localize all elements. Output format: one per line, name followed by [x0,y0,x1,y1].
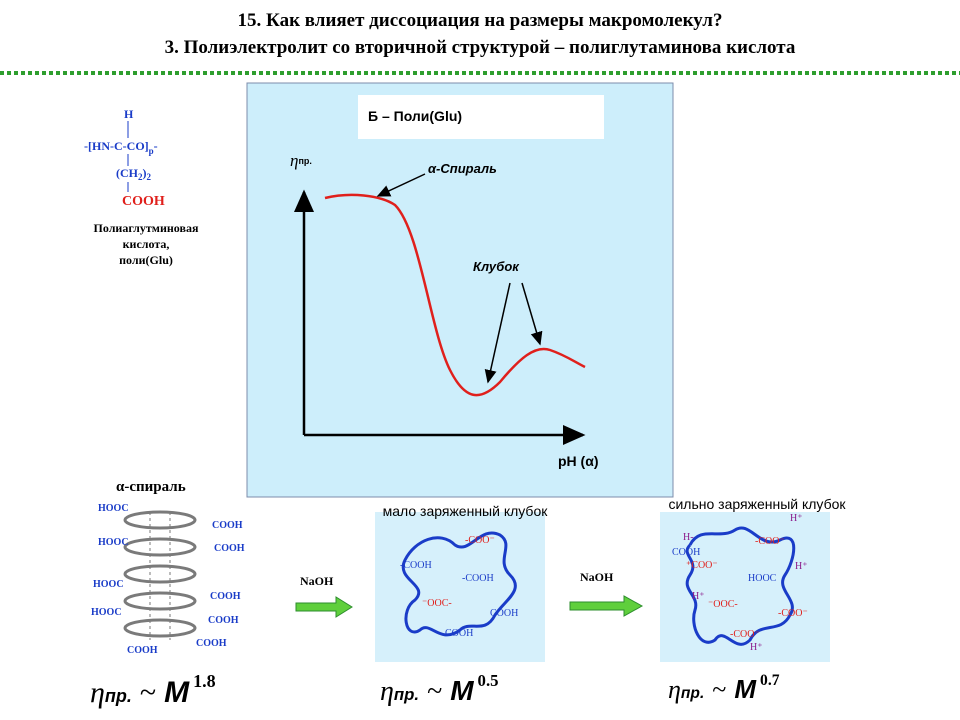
coil-title: сильно заряженный клубок [668,496,846,512]
helix-label: COOH [212,520,243,531]
reagent: NaOH [580,570,614,584]
pointer [484,282,511,384]
structure-acid: COOH [122,194,165,209]
scaling-formula: ηпр. ~ M 0.5 [380,671,499,707]
graph-label: Б – Поли(Glu) [368,108,462,124]
helix-label: HOOC [93,579,124,590]
coil-label: H⁺ [790,513,803,524]
structure-h: H [124,107,134,121]
coil-label: -COO⁻ [730,629,760,640]
structure: H -[HN-C-CO]p- (CH2)2 COOH [84,107,165,209]
t: 1.8 [193,671,216,691]
helix-note: α-Спираль [428,161,497,176]
coil-label: -COO⁻ [465,535,495,546]
coil-label: ⁺COO⁻ [686,560,718,571]
t: η [290,151,298,170]
graph-label-box [358,95,604,139]
t: пр. [298,156,311,166]
caption: поли(Glu) [119,253,173,267]
t: p [149,146,154,156]
pointer [376,173,426,197]
t: - [154,139,158,153]
helix-label: COOH [127,645,158,656]
scaling-formula: ηпр. ~ M 0.7 [668,672,780,704]
coil-label: -COOH [462,573,494,584]
coil-label: COOH [672,547,700,558]
t: M [450,675,474,706]
coil-label: H- [683,532,694,543]
helix-label: HOOC [98,537,129,548]
coil-label: COOH [490,608,518,619]
structure-backbone: -[HN-C-CO]p- [84,139,158,156]
t: η [380,676,394,707]
t: пр. [681,685,704,702]
reagent: NaOH [300,574,334,588]
t: (CH [116,166,139,180]
caption: кислота, [123,237,170,251]
coil-label: ⁻OOC- [422,598,452,609]
t: 0.7 [760,672,780,689]
t: ~ [712,675,726,704]
t: пр. [394,685,419,704]
reaction-arrow [295,596,353,618]
coil-label: ⁻OOC- [708,599,738,610]
graph-panel [246,82,674,498]
t: η [90,676,105,709]
coil-label: H⁺ [795,561,808,572]
coil-label: COOH [445,628,473,639]
scaling-formula: ηпр. ~ M 1.8 [90,671,216,709]
coil-label: H⁺ [692,591,705,602]
t: M [734,674,757,704]
curve [324,193,586,397]
coil-panel [375,512,545,662]
reaction-arrow [569,595,644,617]
helix-label: COOH [196,638,227,649]
t: η [668,675,681,704]
t: пр. [105,686,132,706]
title: 15. Как влияет диссоциация на размеры ма… [238,10,723,31]
t: M [164,676,190,709]
helix-label: COOH [210,591,241,602]
t: ~ [140,676,156,709]
coil-label: H⁺ [750,642,763,653]
t: ~ [427,676,442,707]
coil [685,526,796,646]
t: 0.5 [478,671,499,690]
coil-label: HOOC [748,573,777,584]
subtitle: 3. Полиэлектролит со вторичной структуро… [165,37,796,58]
x-label: pH (α) [558,453,598,469]
helix-label: HOOC [98,503,129,514]
pointer [521,282,543,346]
coil-label: -COO⁻ [778,608,808,619]
t: -[HN-C-CO] [84,139,149,153]
t: 2 [138,172,143,182]
coil-label: -COO⁻ [755,536,785,547]
t: ) [143,166,147,180]
coil [401,531,517,637]
coil-label: -COOH [400,560,432,571]
coil-note: Клубок [473,259,520,274]
y-label: ηпр. [290,151,312,170]
caption: Полиаглутминовая [94,221,199,235]
helix-label: COOH [208,615,239,626]
helix-label: HOOC [91,607,122,618]
structure-side: (CH2)2 [116,166,152,182]
helix-label: COOH [214,543,245,554]
helix-title: α-спираль [116,479,186,495]
coil-title: мало заряженный клубок [383,503,549,519]
helix-drawing [123,510,197,640]
t: 2 [147,172,152,182]
